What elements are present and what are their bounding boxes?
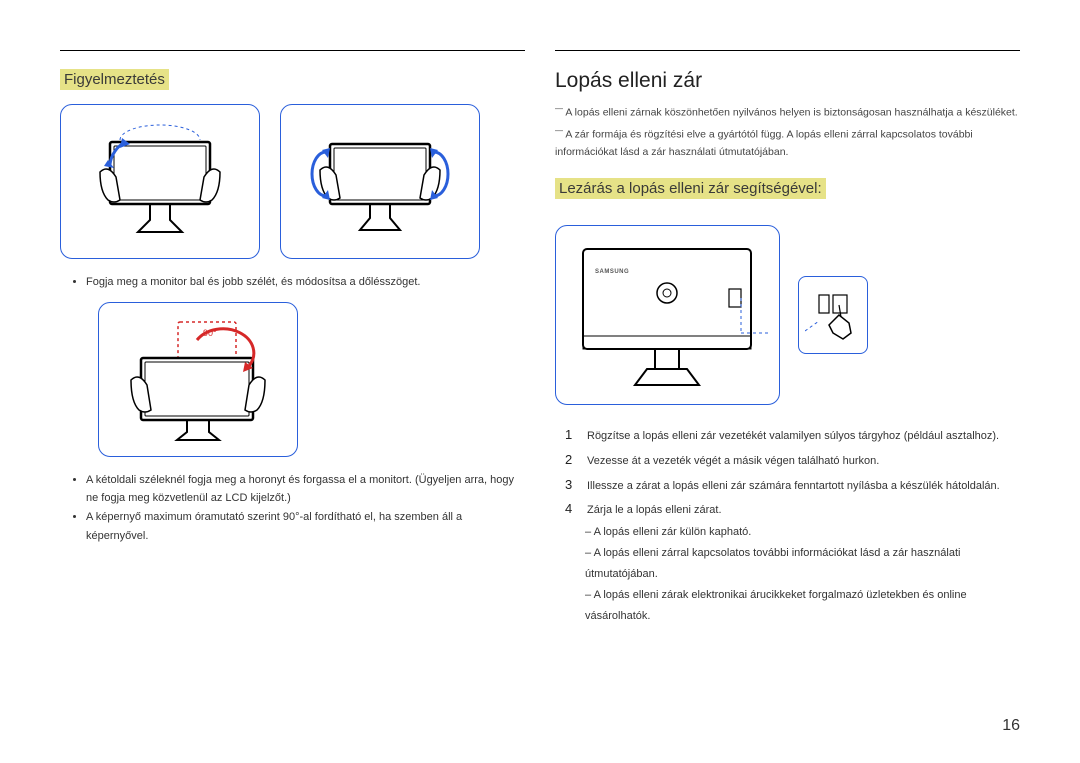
bullet-item: A kétoldali széleknél fogja meg a horony… [86,471,525,508]
sub-note-item: A lopás elleni zár külön kapható. [585,522,1020,543]
right-column: Lopás elleni zár ― A lopás elleni zárnak… [555,69,1020,627]
page-number: 16 [1002,717,1020,735]
warning-heading: Figyelmeztetés [60,69,169,90]
step-item: Rögzítse a lopás elleni zár vezetékét va… [565,423,1020,448]
illustration-row-top [60,104,525,259]
tilt-illustration-2 [280,104,480,259]
step-item: Illessze a zárat a lopás elleni zár szám… [565,473,1020,498]
sub-note-item: A lopás elleni zárral kapcsolatos tovább… [585,543,1020,585]
step-item: Zárja le a lopás elleni zárat. [565,497,1020,522]
numbered-steps: Rögzítse a lopás elleni zár vezetékét va… [555,423,1020,522]
note-line-1: ― A lopás elleni zárnak köszönhetően nyi… [555,103,1020,121]
angle-label: 90° [203,328,217,338]
left-column: Figyelmeztetés [60,69,525,627]
two-column-layout: Figyelmeztetés [60,69,1020,627]
subheading: Lezárás a lopás elleni zár segítségével: [555,178,826,199]
svg-text:SAMSUNG: SAMSUNG [595,269,629,275]
lock-illustration-row: SAMSUNG [555,225,1020,405]
top-rule [60,50,1020,51]
tilt-illustration-1 [60,104,260,259]
lock-detail-illustration [798,276,868,354]
bullet-item: A képernyő maximum óramutató szerint 90°… [86,508,525,545]
section-heading: Lopás elleni zár [555,69,1020,93]
rotate-illustration: 90° [98,302,298,457]
bullet-list-1: Fogja meg a monitor bal és jobb szélét, … [60,273,525,292]
bullet-list-2: A kétoldali széleknél fogja meg a horony… [60,471,525,546]
note-line-2: ― A zár formája és rögzítési elve a gyár… [555,125,1020,160]
sub-notes: A lopás elleni zár külön kapható. A lopá… [555,522,1020,626]
step-item: Vezesse át a vezeték végét a másik végen… [565,448,1020,473]
sub-note-item: A lopás elleni zárak elektronikai árucik… [585,585,1020,627]
bullet-item: Fogja meg a monitor bal és jobb szélét, … [86,273,525,292]
monitor-back-illustration: SAMSUNG [555,225,780,405]
